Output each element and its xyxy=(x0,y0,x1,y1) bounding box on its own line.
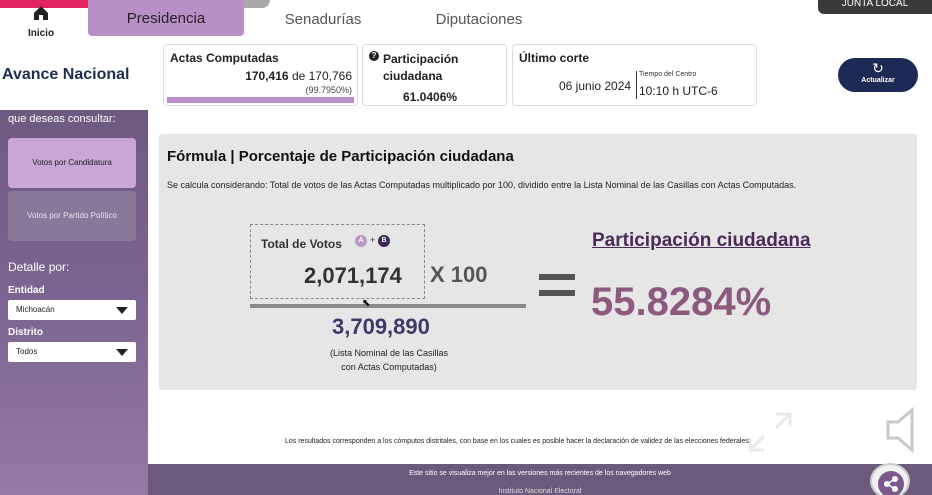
participacion-label: Participación ciudadana xyxy=(383,51,458,85)
sidebar: que deseas consultar: Votos por Candidat… xyxy=(0,110,148,495)
numerator-value: 2,071,174 xyxy=(304,263,402,288)
tab-senadurias[interactable]: Senadurías xyxy=(284,11,362,28)
participacion-value: 61.0406% xyxy=(403,90,458,104)
formula-panel: Fórmula | Porcentaje de Participación ci… xyxy=(159,134,917,390)
red-accent-bar xyxy=(0,0,98,8)
participacion-label-line1: Participación xyxy=(383,52,459,66)
entidad-value: Michoacán xyxy=(16,305,55,314)
equals-sign xyxy=(539,274,575,306)
distrito-label: Distrito xyxy=(8,327,43,338)
denominator-note: (Lista Nominal de las Casillas con Actas… xyxy=(309,346,469,374)
denominator-note-line1: (Lista Nominal de las Casillas xyxy=(329,348,449,358)
refresh-icon: ↻ xyxy=(872,60,884,76)
speaker-icon xyxy=(886,406,914,454)
numerator-box: Total de Votos A + B 2,071,174 xyxy=(250,224,425,299)
actas-count: 170,416 xyxy=(245,69,289,83)
home-link[interactable]: Inicio xyxy=(18,4,64,39)
actas-value: 170,416 de 170,766 xyxy=(245,69,352,83)
chevron-down-icon xyxy=(116,349,128,356)
entidad-select[interactable]: Michoacán xyxy=(8,300,136,320)
refresh-button[interactable]: ↻ Actualizar xyxy=(838,58,918,92)
question-icon[interactable]: ? xyxy=(369,51,379,61)
votos-partido-button[interactable]: Votos por Partido Político xyxy=(8,191,136,241)
corte-date: 06 junio 2024 xyxy=(559,79,632,93)
bottom-bar: Este sitio se visualiza mejor en las ver… xyxy=(148,464,932,495)
corte-time: 10:10 h UTC-6 xyxy=(639,84,718,98)
participacion-card: ? Participación ciudadana 61.0406% xyxy=(362,44,507,106)
tab-presidencia[interactable]: Presidencia xyxy=(88,0,244,36)
refresh-label: Actualizar xyxy=(861,77,895,84)
tab-diputaciones[interactable]: Diputaciones xyxy=(435,11,523,28)
corte-timezone-label: Tiempo del Centro xyxy=(639,71,697,78)
detalle-label: Detalle por: xyxy=(8,260,70,274)
corner-label: JUNTA LOCAL xyxy=(818,0,932,14)
home-label: Inicio xyxy=(27,28,55,39)
total-votos-label: Total de Votos xyxy=(261,237,342,251)
result-value: 55.8284% xyxy=(591,280,772,324)
actas-computadas-card: Actas Computadas 170,416 de 170,766 (99.… xyxy=(163,44,358,106)
top-navigation: JUNTA LOCAL Inicio Presidencia Senaduría… xyxy=(0,0,932,42)
participacion-label-line2: ciudadana xyxy=(383,69,443,83)
actas-percent: (99.7950%) xyxy=(305,85,352,95)
expand-icon xyxy=(748,412,792,452)
actas-progress-bar xyxy=(167,97,354,103)
footer-note: Los resultados corresponden a los cómput… xyxy=(285,438,751,445)
plus-sign: + xyxy=(370,235,376,245)
institute-name: Instituto Nacional Electoral xyxy=(498,488,582,495)
sidebar-question: que deseas consultar: xyxy=(8,113,116,125)
result-title: Participación ciudadana xyxy=(592,230,811,251)
formula-title: Fórmula | Porcentaje de Participación ci… xyxy=(167,148,514,165)
badge-a: A xyxy=(355,235,367,247)
page-title: Avance Nacional xyxy=(2,66,130,83)
distrito-select[interactable]: Todos xyxy=(8,342,136,362)
home-icon xyxy=(34,6,48,20)
denominator-note-line2: con Actas Computadas) xyxy=(341,362,437,372)
actas-total: de 170,766 xyxy=(291,69,352,83)
ultimo-corte-card: Último corte 06 junio 2024 Tiempo del Ce… xyxy=(512,44,757,106)
mouse-cursor-icon: ⬉ xyxy=(362,298,371,309)
share-icon xyxy=(878,471,904,495)
actas-label: Actas Computadas xyxy=(170,51,279,65)
votos-candidatura-button[interactable]: Votos por Candidatura xyxy=(8,138,136,188)
entidad-label: Entidad xyxy=(8,285,45,296)
badge-b: B xyxy=(378,235,390,247)
multiplier: X 100 xyxy=(430,262,488,287)
denominator-value: 3,709,890 xyxy=(332,314,430,339)
formula-description: Se calcula considerando: Total de votos … xyxy=(167,180,797,190)
browser-note: Este sitio se visualiza mejor en las ver… xyxy=(409,470,671,477)
chevron-down-icon xyxy=(116,307,128,314)
fraction-line xyxy=(250,304,526,308)
share-button[interactable] xyxy=(870,463,910,495)
corte-divider xyxy=(636,71,637,99)
distrito-value: Todos xyxy=(16,347,38,356)
main-content: Fórmula | Porcentaje de Participación ci… xyxy=(148,110,932,464)
corte-label: Último corte xyxy=(519,51,590,65)
